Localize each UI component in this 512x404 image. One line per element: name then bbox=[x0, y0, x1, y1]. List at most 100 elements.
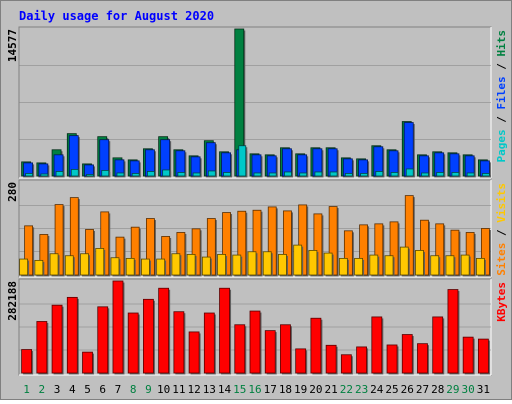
series-label-hits_files_pages: Pages / Files / Hits bbox=[495, 30, 508, 163]
bar-kbytes-5 bbox=[82, 351, 93, 374]
x-tick-label-27: 27 bbox=[416, 383, 429, 396]
x-tick-label-18: 18 bbox=[279, 383, 292, 396]
bar-sites-26 bbox=[399, 246, 409, 276]
panel-visits_sites: 280 Sites / Visits bbox=[6, 179, 508, 278]
panel-hits_files_pages: 14577 Pages / Files / Hits bbox=[6, 26, 508, 179]
bar-pages-17 bbox=[268, 172, 277, 177]
x-tick-label-6: 6 bbox=[99, 383, 106, 396]
bar-kbytes-8 bbox=[127, 312, 139, 374]
bar-sites-29 bbox=[445, 255, 455, 276]
bar-pages-1 bbox=[25, 173, 34, 177]
series-label-part: KBytes bbox=[495, 282, 508, 322]
bar-kbytes-21 bbox=[325, 344, 337, 374]
x-tick-label-1: 1 bbox=[23, 383, 30, 396]
bar-kbytes-24 bbox=[371, 316, 383, 374]
bar-sites-27 bbox=[415, 250, 424, 276]
bar-pages-9 bbox=[147, 171, 155, 177]
bar-pages-25 bbox=[390, 172, 399, 177]
bar-sites-20 bbox=[308, 250, 318, 276]
x-tick-label-13: 13 bbox=[203, 383, 216, 396]
x-tick-label-31: 31 bbox=[477, 383, 490, 396]
x-tick-label-3: 3 bbox=[54, 383, 61, 396]
bar-kbytes-4 bbox=[66, 296, 78, 374]
bar-pages-2 bbox=[40, 173, 49, 177]
x-tick-label-5: 5 bbox=[84, 383, 91, 396]
bar-sites-12 bbox=[186, 254, 196, 276]
bar-pages-26 bbox=[405, 168, 414, 177]
bar-kbytes-17 bbox=[264, 330, 276, 374]
bar-pages-11 bbox=[177, 172, 186, 177]
bar-kbytes-9 bbox=[143, 298, 154, 374]
x-tick-label-24: 24 bbox=[370, 383, 384, 396]
bar-sites-21 bbox=[323, 252, 333, 276]
bar-sites-4 bbox=[64, 255, 74, 276]
bar-sites-28 bbox=[430, 255, 440, 276]
bar-pages-16 bbox=[253, 172, 262, 177]
bar-kbytes-30 bbox=[462, 336, 474, 374]
bar-kbytes-20 bbox=[310, 317, 322, 374]
ymax-label-kbytes: 282188 bbox=[6, 281, 19, 321]
x-tick-label-8: 8 bbox=[130, 383, 137, 396]
bar-pages-29 bbox=[451, 172, 460, 177]
x-tick-label-29: 29 bbox=[446, 383, 459, 396]
panel-kbytes: 282188 KBytes bbox=[6, 278, 508, 376]
bar-pages-7 bbox=[116, 172, 125, 177]
x-tick-label-14: 14 bbox=[218, 383, 232, 396]
bar-kbytes-29 bbox=[447, 289, 459, 374]
bar-kbytes-12 bbox=[188, 331, 200, 374]
bar-kbytes-18 bbox=[280, 324, 291, 374]
bar-pages-2-shadow bbox=[42, 175, 50, 178]
bar-sites-15 bbox=[232, 254, 242, 276]
bar-sites-23 bbox=[354, 257, 363, 276]
bar-pages-18 bbox=[284, 171, 292, 177]
bar-sites-14 bbox=[217, 254, 226, 276]
x-tick-label-17: 17 bbox=[264, 383, 277, 396]
bar-kbytes-3 bbox=[51, 304, 63, 374]
bar-sites-30 bbox=[460, 254, 470, 276]
x-tick-label-21: 21 bbox=[325, 383, 338, 396]
x-tick-label-2: 2 bbox=[39, 383, 46, 396]
bar-pages-28 bbox=[436, 172, 445, 177]
bar-pages-5 bbox=[86, 174, 94, 177]
bar-pages-6 bbox=[101, 170, 110, 177]
series-label-part: Hits bbox=[495, 30, 508, 57]
series-label-part: Visits bbox=[495, 183, 508, 223]
bar-pages-5-shadow bbox=[88, 175, 96, 178]
bar-pages-19 bbox=[299, 172, 308, 177]
x-tick-label-19: 19 bbox=[294, 383, 307, 396]
bar-pages-3 bbox=[55, 171, 64, 177]
bar-pages-27 bbox=[421, 172, 429, 177]
bar-sites-7 bbox=[110, 257, 120, 276]
bar-kbytes-28 bbox=[432, 316, 444, 374]
x-tick-label-11: 11 bbox=[172, 383, 185, 396]
bar-sites-18 bbox=[278, 254, 287, 276]
series-label-visits_sites: Sites / Visits bbox=[495, 183, 508, 276]
bar-pages-4 bbox=[70, 169, 79, 177]
bar-kbytes-15 bbox=[234, 324, 246, 374]
x-tick-label-23: 23 bbox=[355, 383, 368, 396]
bar-kbytes-10 bbox=[158, 287, 170, 374]
bar-sites-6 bbox=[95, 248, 105, 276]
x-tick-label-4: 4 bbox=[69, 383, 76, 396]
bar-pages-23 bbox=[360, 173, 368, 177]
x-tick-label-22: 22 bbox=[340, 383, 353, 396]
series-label-part: Pages bbox=[495, 129, 508, 162]
bar-kbytes-31 bbox=[477, 338, 489, 374]
bar-sites-1 bbox=[19, 258, 29, 276]
bar-pages-12 bbox=[192, 172, 201, 177]
series-label-kbytes: KBytes bbox=[495, 282, 508, 322]
bar-sites-3 bbox=[49, 253, 59, 276]
x-tick-label-26: 26 bbox=[401, 383, 414, 396]
bar-kbytes-1 bbox=[21, 349, 33, 374]
series-label-part: Files bbox=[495, 76, 508, 109]
bar-sites-13 bbox=[201, 256, 211, 276]
x-tick-label-10: 10 bbox=[157, 383, 170, 396]
bar-pages-24 bbox=[375, 171, 384, 177]
bar-kbytes-22 bbox=[340, 354, 352, 374]
bar-pages-21 bbox=[329, 171, 338, 177]
bar-sites-31 bbox=[475, 257, 485, 276]
series-label-part: Sites bbox=[495, 243, 508, 276]
bar-kbytes-27 bbox=[417, 343, 428, 374]
